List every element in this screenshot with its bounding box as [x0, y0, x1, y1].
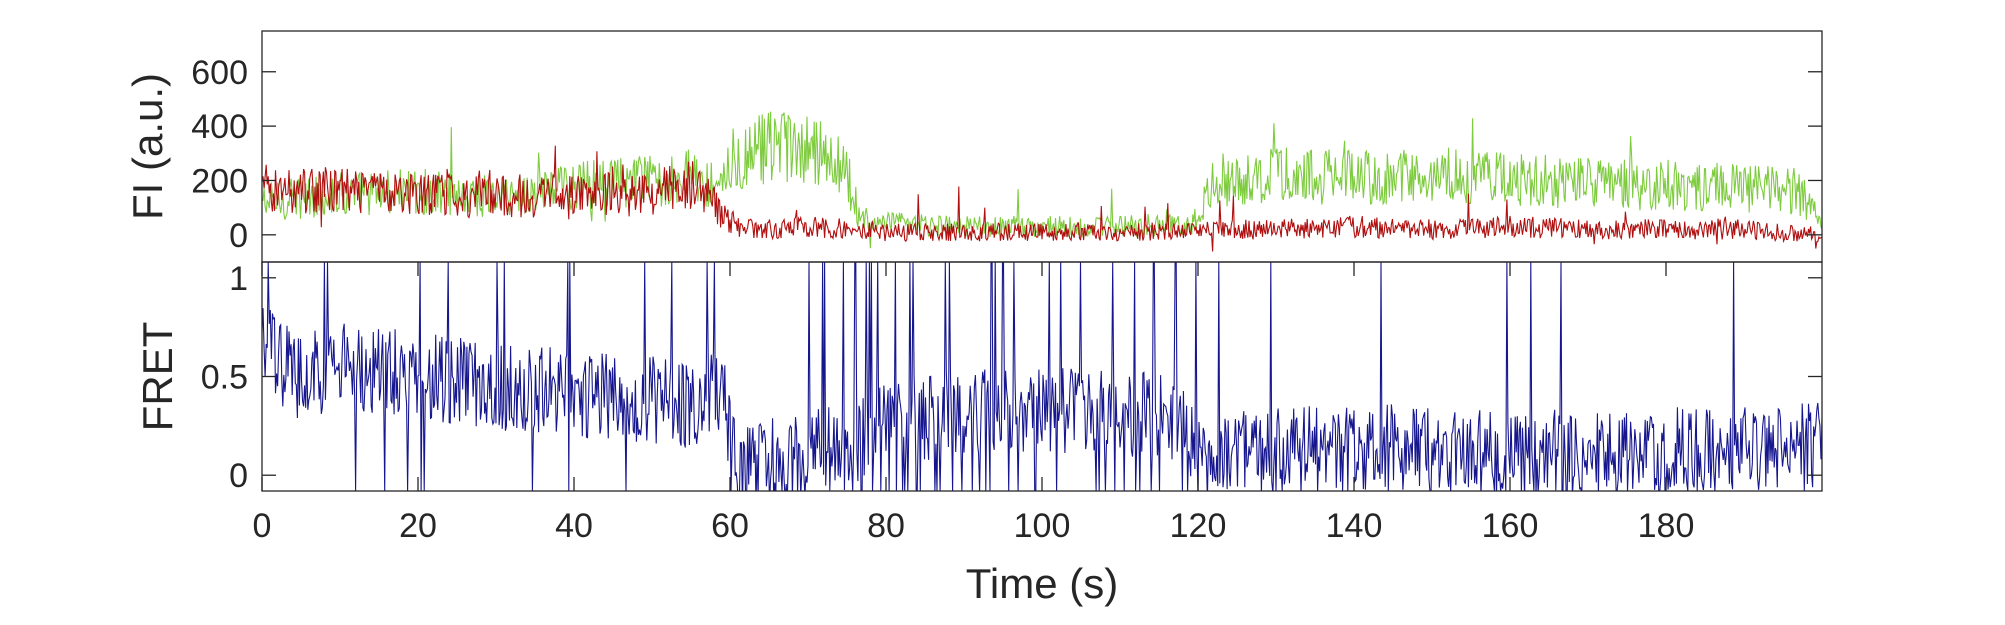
x-tick-label: 0: [253, 507, 272, 545]
fret-panel: 0 0.5 1 0 20 40 60 80 100 120 140 160 180 FRET Time (s…: [134, 260, 1823, 607]
y-tick-label: 600: [191, 54, 248, 92]
x-tick-label: 140: [1326, 507, 1383, 545]
x-tick-label: 100: [1014, 507, 1071, 545]
y-tick-label: 1: [229, 260, 248, 298]
x-tick-label: 160: [1482, 507, 1539, 545]
x-tick-label: 20: [399, 507, 437, 545]
series-line: [262, 262, 1822, 491]
y-axis-title: FI (a.u.): [124, 73, 171, 220]
y-tick-label: 0: [229, 457, 248, 495]
x-tick-label: 180: [1638, 507, 1695, 545]
y-tick-label: 0: [229, 217, 248, 255]
series-line: [262, 111, 1822, 249]
x-tick-label: 60: [711, 507, 749, 545]
x-tick-label: 120: [1170, 507, 1227, 545]
x-axis-title: Time (s): [966, 560, 1118, 607]
series-line: [262, 145, 1822, 252]
y-tick-label: 0.5: [201, 359, 248, 397]
y-tick-label: 200: [191, 162, 248, 200]
y-tick-label: 400: [191, 108, 248, 146]
x-tick-label: 80: [867, 507, 905, 545]
fluorescence-panel: 0 200 400 600 FI (a.u.): [124, 30, 1823, 263]
x-tick-label: 40: [555, 507, 593, 545]
y-axis-title: FRET: [134, 322, 181, 432]
